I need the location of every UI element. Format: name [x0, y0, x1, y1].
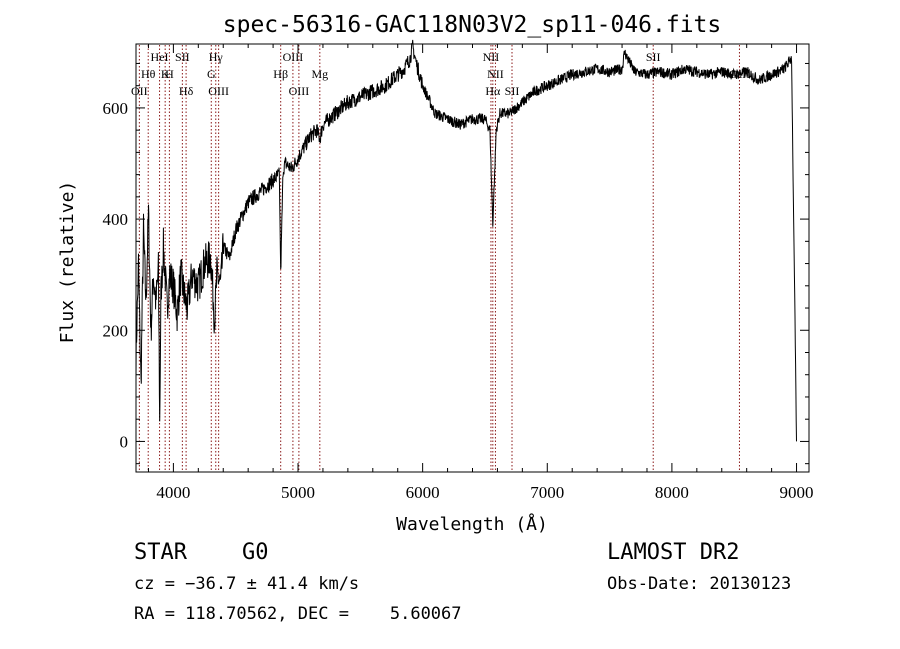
x-tick-label-5000: 5000 [281, 483, 315, 502]
x-tick-label-9000: 9000 [780, 483, 814, 502]
x-axis: 4000 5000 6000 7000 8000 9000 [147, 44, 814, 502]
survey-name: LAMOST DR2 [607, 540, 740, 565]
line-label-14: NII [483, 50, 500, 64]
y-axis: 0 200 400 600 [103, 62, 809, 465]
line-label-16: Hα [485, 84, 501, 98]
line-label-18: SII [646, 50, 661, 64]
chart-title: spec-56316-GAC118N03V2_sp11-046.fits [223, 12, 722, 38]
object-class: STAR [134, 540, 187, 565]
series-layer [135, 39, 797, 442]
line-label-7: Hγ [209, 50, 224, 64]
line-label-10: Hβ [273, 67, 288, 81]
line-label-6: Hδ [179, 84, 194, 98]
line-label-13: Mg [311, 67, 328, 81]
plot-frame [135, 43, 810, 473]
y-axis-label: Flux (relative) [57, 181, 78, 344]
spectrum-line-0 [135, 39, 797, 442]
spectral-line-markers [138, 45, 740, 471]
line-label-15: NII [487, 67, 504, 81]
line-label-11: OIII [283, 50, 304, 64]
x-tick-label-4000: 4000 [156, 483, 190, 502]
object-subclass: G0 [242, 540, 269, 565]
line-label-12: OIII [289, 84, 310, 98]
x-tick-label-7000: 7000 [530, 483, 564, 502]
line-label-5: SII [175, 50, 190, 64]
line-label-2: HeI [151, 50, 169, 64]
coordinates: RA = 118.70562, DEC = 5.60067 [134, 604, 462, 624]
x-axis-label: Wavelength (Å) [396, 513, 548, 535]
x-tick-label-8000: 8000 [655, 483, 689, 502]
line-label-0: OII [131, 84, 148, 98]
line-label-8: G [207, 67, 216, 81]
observation-date: Obs-Date: 20130123 [607, 574, 792, 594]
y-tick-label-600: 600 [103, 99, 129, 118]
y-tick-label-200: 200 [103, 321, 129, 340]
line-label-1: Hθ [141, 67, 156, 81]
y-tick-label-400: 400 [103, 210, 129, 229]
x-tick-label-6000: 6000 [406, 483, 440, 502]
y-tick-label-0: 0 [120, 432, 129, 451]
line-label-3: K [161, 67, 170, 81]
line-label-4: H [165, 67, 174, 81]
line-label-17: SII [505, 84, 520, 98]
redshift-velocity: cz = −36.7 ± 41.4 km/s [134, 574, 360, 594]
line-label-9: OIII [208, 84, 229, 98]
